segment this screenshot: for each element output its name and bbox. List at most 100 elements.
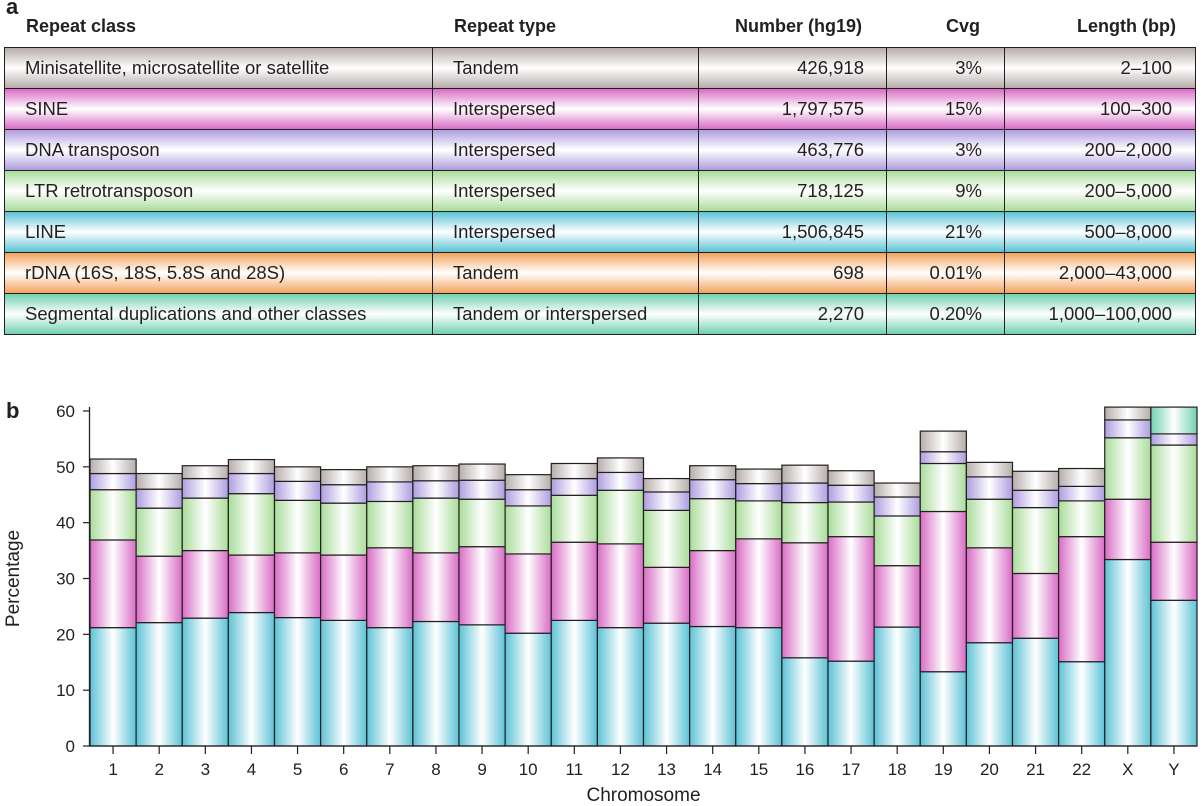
bar-segment: [827, 484, 875, 503]
x-tick-label: 11: [565, 760, 583, 779]
cell-repeat-class: rDNA (16S, 18S, 5.8S and 28S): [5, 253, 433, 293]
header-cvg: Cvg: [945, 16, 980, 36]
bar-segment: [181, 549, 229, 619]
bar-segment: [320, 554, 368, 621]
cell-repeat-type: Interspersed: [433, 89, 699, 129]
bar-segment: [735, 482, 783, 502]
bar-segment: [273, 616, 322, 747]
table-row: LINE Interspersed 1,506,845 21% 500–8,000: [4, 212, 1196, 253]
cell-repeat-class: LTR retrotransposon: [5, 171, 433, 211]
bar-segment: [320, 484, 368, 504]
bar-segment: [689, 625, 737, 747]
bar-segment: [89, 627, 137, 747]
bar-segment: [181, 465, 229, 480]
bar-segment: [504, 553, 552, 634]
y-axis-title: Percentage: [3, 530, 24, 627]
bar-segment: [596, 489, 645, 545]
x-tick-label: 22: [1072, 760, 1091, 779]
cell-repeat-type: Tandem: [433, 253, 699, 293]
x-tick-label: 7: [385, 760, 394, 779]
cell-repeat-type: Tandem or interspersed: [433, 294, 699, 334]
x-tick-label: 16: [795, 760, 814, 779]
cell-repeat-class: SINE: [5, 89, 433, 129]
x-tick-label: 21: [1026, 760, 1045, 779]
bar-segment: [642, 477, 691, 493]
x-tick-label: 5: [293, 760, 302, 779]
bar-segment: [412, 465, 460, 482]
bar-segment: [89, 489, 137, 541]
bar-segment: [89, 539, 137, 629]
x-tick-label: 9: [477, 760, 486, 779]
cell-cvg: 3%: [887, 130, 1005, 170]
cell-cvg: 0.01%: [887, 253, 1005, 293]
table-row: LTR retrotransposon Interspersed 718,125 9%…: [4, 171, 1196, 212]
bar-segment: [550, 494, 598, 543]
x-tick-label: 6: [339, 760, 348, 779]
bar-segment: [689, 465, 737, 481]
bar-segment: [1011, 572, 1060, 639]
bar-segment: [89, 458, 137, 475]
bar-segment: [919, 451, 967, 465]
bar-segment: [227, 458, 276, 475]
cell-number: 718,125: [699, 171, 887, 211]
bar-segment: [1150, 433, 1198, 446]
header-repeat-class: Repeat class: [26, 16, 137, 36]
bar-segment: [965, 498, 1014, 549]
bar-segment: [1150, 444, 1198, 543]
bar-segment: [273, 480, 322, 501]
bar-segment: [689, 479, 737, 500]
bar-segment: [135, 472, 183, 490]
table-header: Repeat class Repeat type Number (hg19) C…: [4, 10, 1196, 47]
bar-segment: [504, 505, 552, 555]
bar-segment: [919, 671, 967, 747]
bar-segment: [458, 479, 506, 500]
bars-layer: [89, 406, 1198, 747]
bar-segment: [273, 499, 322, 554]
bar-segment: [965, 461, 1014, 478]
y-tick-label: 20: [56, 625, 75, 644]
table-row: rDNA (16S, 18S, 5.8S and 28S) Tandem 698 0.…: [4, 253, 1196, 294]
bar-segment: [781, 657, 829, 747]
panel-label-a: a: [6, 0, 19, 19]
header-number: Number (hg19): [734, 16, 862, 36]
bar-segment: [827, 470, 875, 486]
table-body: Minisatellite, microsatellite or satelli…: [4, 47, 1196, 335]
x-tick-label: 13: [657, 760, 676, 779]
bar-segment: [965, 642, 1014, 747]
bar-segment: [873, 515, 921, 567]
x-tick-label: X: [1122, 760, 1133, 779]
cell-repeat-class: Minisatellite, microsatellite or satelli…: [5, 48, 433, 88]
bar-segment: [1104, 437, 1152, 500]
bar-segment: [689, 498, 737, 552]
bar-segment: [642, 566, 691, 624]
bar-segment: [412, 620, 460, 747]
bar-segment: [227, 472, 276, 495]
bar-segment: [320, 502, 368, 556]
bar-segment: [735, 468, 783, 485]
x-tick-label: 10: [519, 760, 538, 779]
bar-segment: [412, 552, 460, 623]
y-tick-label: 30: [56, 570, 75, 589]
bar-segment: [135, 488, 183, 509]
cell-number: 426,918: [699, 48, 887, 88]
bar-segment: [1011, 637, 1060, 747]
cell-length: 2,000–43,000: [1058, 262, 1172, 283]
repeat-table: Repeat class Repeat type Number (hg19) C…: [4, 10, 1196, 335]
cell-length: 100–300: [1099, 98, 1172, 119]
bar-segment: [1104, 498, 1152, 561]
bar-segment: [735, 500, 783, 540]
bar-segment: [89, 472, 137, 491]
table-row: Minisatellite, microsatellite or satelli…: [4, 48, 1196, 89]
cell-repeat-class: DNA transposon: [5, 130, 433, 170]
cell-number: 1,797,575: [699, 89, 887, 129]
bar-segment: [550, 477, 598, 496]
bar-segment: [919, 510, 967, 673]
bar-segment: [735, 627, 783, 747]
x-tick-label: 4: [247, 760, 256, 779]
bar-segment: [873, 565, 921, 628]
bar-segment: [135, 555, 183, 624]
bar-segment: [919, 462, 967, 513]
x-tick-label: 15: [749, 760, 768, 779]
bar-segment: [366, 547, 414, 629]
